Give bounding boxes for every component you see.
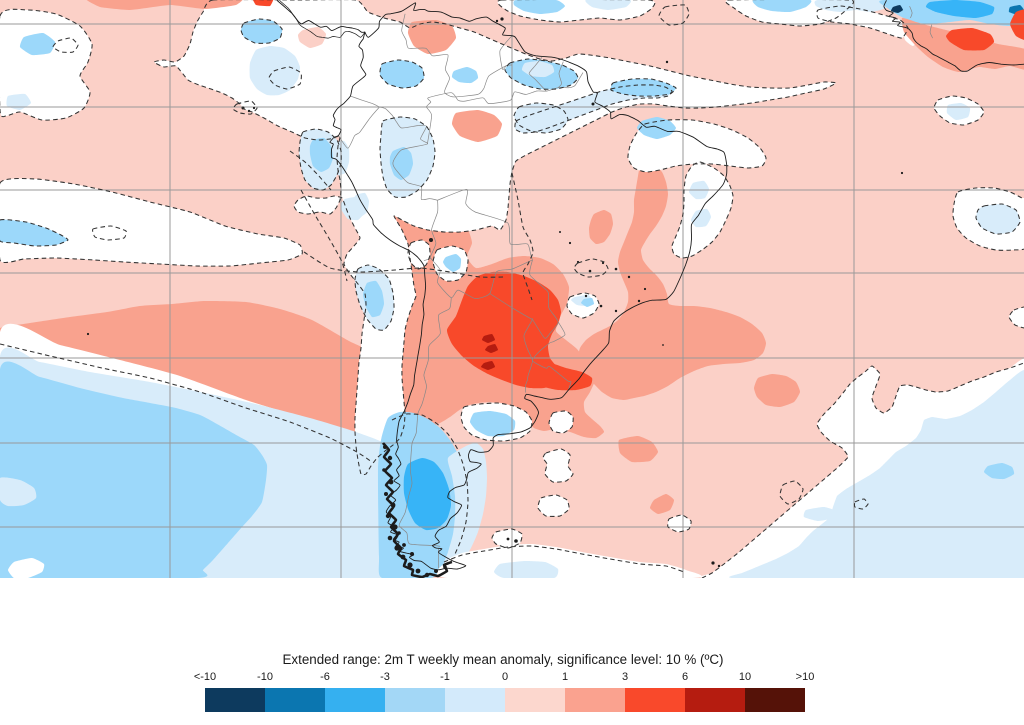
svg-text:<-10: <-10 xyxy=(194,671,216,683)
svg-text:>10: >10 xyxy=(796,671,815,683)
svg-text:-6: -6 xyxy=(320,671,330,683)
svg-text:0: 0 xyxy=(502,671,508,683)
svg-text:10: 10 xyxy=(739,671,751,683)
svg-text:-1: -1 xyxy=(440,671,450,683)
svg-text:-10: -10 xyxy=(257,671,273,683)
svg-text:6: 6 xyxy=(682,671,688,683)
svg-text:1: 1 xyxy=(562,671,568,683)
svg-text:Extended range: 2m T weekly me: Extended range: 2m T weekly mean anomaly… xyxy=(282,652,723,667)
svg-text:-3: -3 xyxy=(380,671,390,683)
svg-text:3: 3 xyxy=(622,671,628,683)
